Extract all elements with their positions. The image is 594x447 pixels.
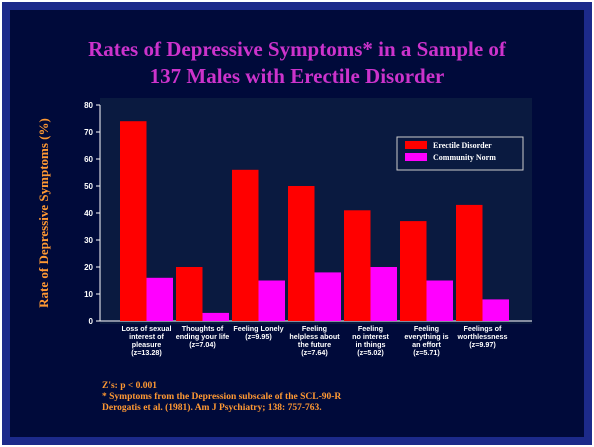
- x-tick-label: ending your life: [176, 332, 230, 341]
- y-tick-label: 70: [84, 128, 93, 137]
- x-tick-label: helpless about: [289, 332, 340, 341]
- y-tick-label: 30: [84, 236, 93, 245]
- x-tick-label: Feeling: [414, 324, 439, 333]
- x-tick-label: (z=7.04): [189, 340, 216, 349]
- chart-title: Rates of Depressive Symptoms* in a Sampl…: [88, 37, 507, 61]
- x-tick-label: Feeling: [358, 324, 383, 333]
- x-tick-label: (z=7.64): [301, 348, 328, 357]
- bar: [314, 272, 341, 321]
- y-axis-label: Rate of Depressive Symptoms (%): [36, 118, 51, 308]
- bar: [202, 312, 229, 321]
- x-tick-label: (z=5.02): [357, 348, 384, 357]
- x-tick-label: Feeling Lonely: [233, 324, 283, 333]
- x-tick-label: Feeling: [302, 324, 327, 333]
- y-tick-label: 40: [84, 209, 93, 218]
- bar: [146, 277, 173, 321]
- chart: Rates of Depressive Symptoms* in a Sampl…: [36, 37, 532, 413]
- y-tick-label: 20: [84, 263, 93, 272]
- x-tick-label: an effort: [412, 340, 441, 349]
- x-tick-label: worthlessness: [457, 332, 508, 341]
- legend-swatch: [405, 141, 427, 149]
- x-tick-label: Thoughts of: [182, 324, 224, 333]
- y-tick-label: 60: [84, 155, 93, 164]
- bar: [400, 221, 427, 321]
- bar: [344, 210, 371, 321]
- footnote: * Symptoms from the Depression subscale …: [102, 392, 341, 402]
- footnote: Derogatis et al. (1981). Am J Psychiatry…: [102, 402, 322, 413]
- x-tick-label: in things: [356, 340, 386, 349]
- bar: [370, 267, 397, 321]
- bar: [232, 169, 259, 321]
- bar: [426, 280, 453, 321]
- legend-label: Community Norm: [433, 153, 496, 162]
- x-tick-label: Feelings of: [464, 324, 503, 333]
- y-tick-label: 50: [84, 182, 93, 191]
- footnote: Z's: p < 0.001: [102, 381, 157, 391]
- y-tick-label: 0: [89, 317, 94, 326]
- x-tick-label: everything is: [404, 332, 448, 341]
- y-tick-label: 10: [84, 290, 93, 299]
- y-tick-label: 80: [84, 101, 93, 110]
- chart-title: 137 Males with Erectile Disorder: [150, 64, 445, 88]
- x-tick-label: Loss of sexual: [122, 324, 172, 333]
- legend-label: Erectile Disorder: [433, 141, 492, 150]
- x-tick-label: (z=5.71): [413, 348, 440, 357]
- bar: [456, 204, 483, 321]
- x-tick-label: pleasure: [132, 340, 162, 349]
- x-tick-label: interest of: [129, 332, 164, 341]
- x-tick-label: no interest: [352, 332, 389, 341]
- bar: [120, 121, 147, 321]
- x-tick-label: the future: [298, 340, 331, 349]
- bar: [288, 186, 315, 321]
- bar: [258, 280, 285, 321]
- x-tick-label: (z=9.97): [469, 340, 496, 349]
- x-tick-label: (z=13.28): [131, 348, 162, 357]
- legend-swatch: [405, 153, 427, 161]
- x-tick-label: (z=9.95): [245, 332, 272, 341]
- bar: [482, 299, 509, 321]
- bar: [176, 267, 203, 321]
